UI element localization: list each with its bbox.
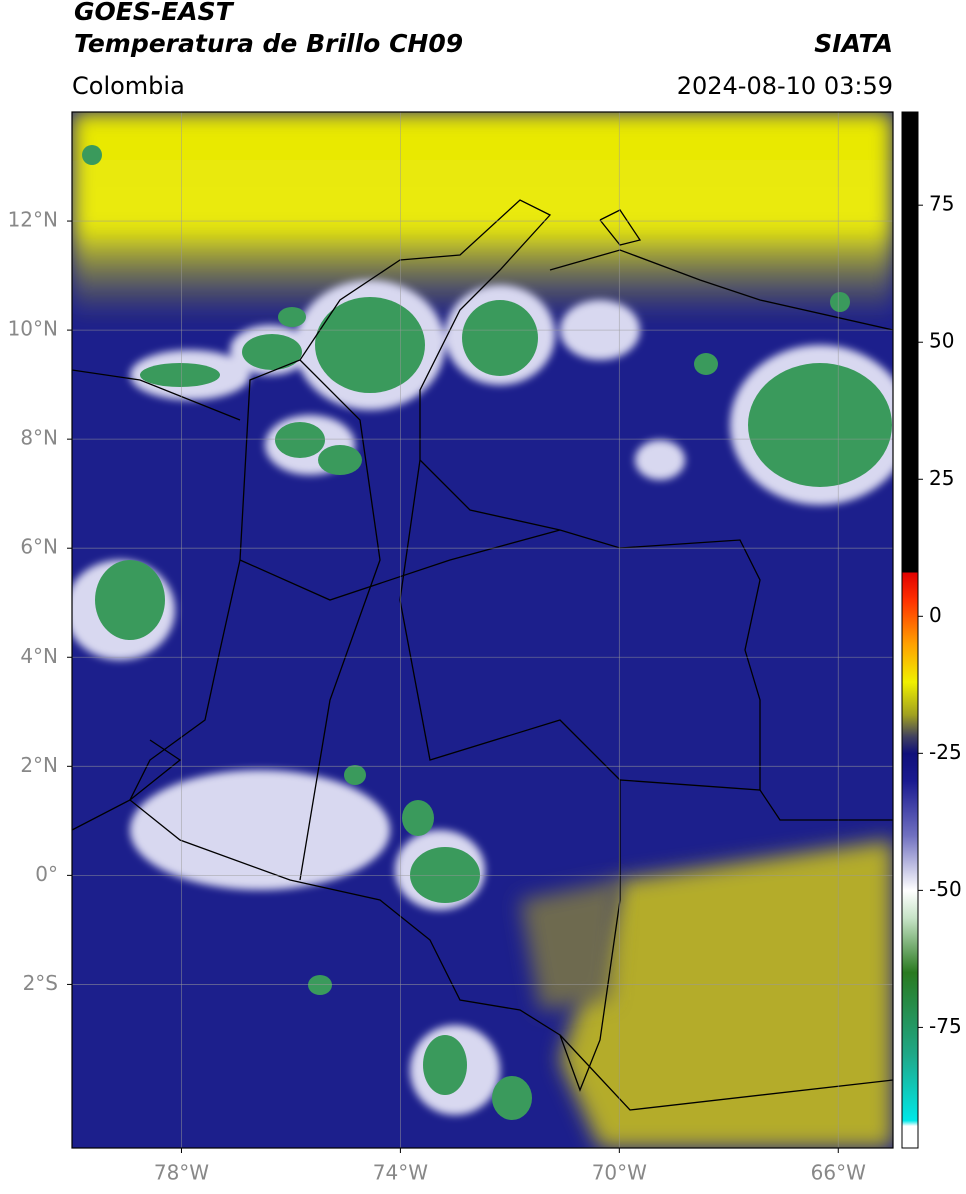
y-tick-label: 0°: [35, 862, 58, 886]
colorbar-tick-label: 50: [929, 329, 954, 353]
colorbar-tick-label: 0: [929, 603, 942, 627]
colorbar-tick-label: -75: [929, 1014, 962, 1038]
brand: SIATA: [814, 29, 893, 58]
x-tick-label: 74°W: [373, 1161, 428, 1185]
title: GOES-EAST: [74, 0, 235, 26]
subtitle: Temperatura de Brillo CH09: [74, 29, 463, 58]
satellite-image: [72, 112, 893, 1148]
x-tick-label: 66°W: [811, 1161, 866, 1185]
region: Colombia: [72, 72, 185, 100]
y-tick-label: 6°N: [20, 535, 58, 559]
colorbar-tick-label: 25: [929, 466, 954, 490]
y-tick-label: 2°S: [23, 971, 58, 995]
y-tick-label: 10°N: [8, 317, 58, 341]
y-tick-label: 12°N: [8, 208, 58, 232]
x-tick-label: 78°W: [154, 1161, 209, 1185]
timestamp: 2024-08-10 03:59: [677, 72, 893, 100]
map-frame: [71, 111, 894, 1149]
y-tick-label: 2°N: [20, 753, 58, 777]
colorbar: [901, 111, 919, 1149]
y-tick-label: 4°N: [20, 644, 58, 668]
colorbar-tick-label: -50: [929, 877, 962, 901]
x-tick-label: 70°W: [592, 1161, 647, 1185]
colorbar-tick-label: 75: [929, 192, 954, 216]
colorbar-tick-label: -25: [929, 740, 962, 764]
y-tick-label: 8°N: [20, 426, 58, 450]
